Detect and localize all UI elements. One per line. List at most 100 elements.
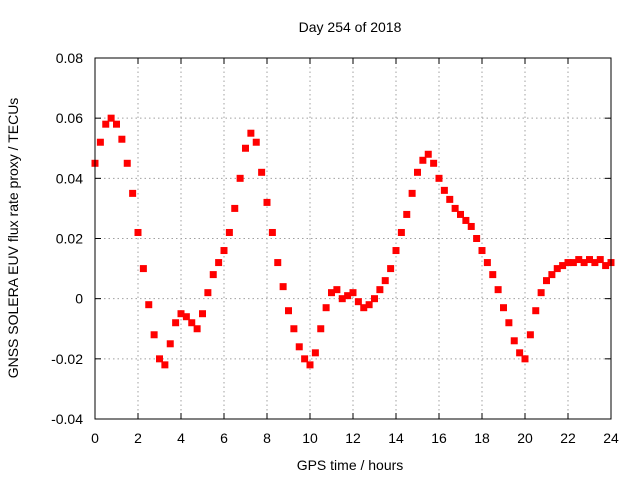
data-point xyxy=(242,144,249,152)
data-point xyxy=(220,247,228,255)
data-point xyxy=(236,174,244,182)
data-point xyxy=(107,114,115,122)
data-point xyxy=(344,292,352,300)
data-point xyxy=(209,271,217,279)
x-axis-label: GPS time / hours xyxy=(297,457,404,473)
data-point xyxy=(365,301,373,309)
data-point xyxy=(182,313,190,321)
data-point xyxy=(161,361,169,369)
data-point xyxy=(285,307,292,315)
data-point xyxy=(387,265,395,273)
data-point xyxy=(150,331,158,339)
data-point xyxy=(311,349,319,357)
data-point xyxy=(478,247,486,255)
data-point xyxy=(462,216,470,224)
data-point xyxy=(392,247,400,255)
x-tick-label: 10 xyxy=(302,430,318,446)
data-point xyxy=(156,355,163,363)
data-point xyxy=(145,301,153,309)
y-tick-label: 0.04 xyxy=(56,170,83,186)
data-point xyxy=(548,271,556,279)
data-point xyxy=(424,150,432,158)
data-point xyxy=(193,325,201,333)
data-point xyxy=(602,262,610,270)
data-point xyxy=(516,349,524,357)
data-point xyxy=(430,159,438,167)
data-point xyxy=(328,289,335,297)
data-point xyxy=(532,307,540,315)
data-point xyxy=(467,222,475,230)
data-point xyxy=(102,120,110,128)
data-point xyxy=(231,204,239,212)
data-point xyxy=(274,259,282,267)
data-point xyxy=(118,135,126,143)
data-point xyxy=(113,120,120,128)
data-point xyxy=(397,228,405,236)
data-point xyxy=(252,138,260,146)
data-point xyxy=(188,319,196,327)
data-point xyxy=(483,259,491,267)
data-point xyxy=(123,159,131,167)
data-point xyxy=(596,256,604,264)
data-point xyxy=(553,265,561,273)
x-tick-label: 24 xyxy=(603,430,619,446)
y-tick-label: -0.02 xyxy=(51,351,83,367)
data-point xyxy=(569,259,577,267)
data-point xyxy=(505,319,513,327)
data-point xyxy=(317,325,325,333)
data-point xyxy=(414,168,421,176)
x-tick-label: 8 xyxy=(263,430,271,446)
data-point xyxy=(376,286,384,294)
x-tick-label: 20 xyxy=(517,430,533,446)
data-point xyxy=(457,210,464,218)
x-tick-label: 6 xyxy=(220,430,228,446)
y-axis-label: GNSS SOLERA EUV flux rate proxy / TECUs xyxy=(5,98,21,379)
y-tick-label: 0.06 xyxy=(56,110,83,126)
data-point xyxy=(537,289,545,297)
data-point xyxy=(543,277,550,285)
data-points xyxy=(91,114,615,369)
data-point xyxy=(322,304,330,312)
data-point xyxy=(381,277,389,285)
data-point xyxy=(263,198,271,206)
data-point xyxy=(564,259,572,267)
data-point xyxy=(575,256,583,264)
data-point xyxy=(586,256,593,264)
x-tick-label: 12 xyxy=(345,430,361,446)
data-point xyxy=(360,304,368,312)
data-point xyxy=(435,174,443,182)
data-point xyxy=(279,283,287,291)
data-point xyxy=(521,355,529,363)
data-point xyxy=(403,210,411,218)
data-point xyxy=(419,156,427,164)
data-point xyxy=(526,331,534,339)
data-point xyxy=(451,204,459,212)
data-point xyxy=(494,286,502,294)
data-point xyxy=(199,310,206,318)
data-point xyxy=(258,168,266,176)
data-point xyxy=(473,235,481,242)
data-point xyxy=(580,259,588,267)
data-point xyxy=(172,319,180,327)
data-point xyxy=(139,265,147,273)
x-tick-label: 18 xyxy=(474,430,490,446)
x-tick-label: 4 xyxy=(177,430,185,446)
data-point xyxy=(295,343,303,351)
data-point xyxy=(559,262,567,270)
data-point xyxy=(440,186,448,194)
data-point xyxy=(215,259,223,267)
x-tick-label: 16 xyxy=(431,430,447,446)
data-point xyxy=(129,189,137,197)
data-point xyxy=(510,337,518,345)
x-tick-label: 22 xyxy=(560,430,576,446)
data-point xyxy=(408,189,416,197)
data-point xyxy=(177,310,185,318)
data-point xyxy=(333,286,341,294)
data-point xyxy=(354,298,362,306)
data-point xyxy=(500,304,507,312)
y-tick-label: -0.04 xyxy=(51,411,83,427)
data-point xyxy=(301,355,309,363)
chart-title: Day 254 of 2018 xyxy=(299,19,402,35)
data-point xyxy=(247,129,255,137)
